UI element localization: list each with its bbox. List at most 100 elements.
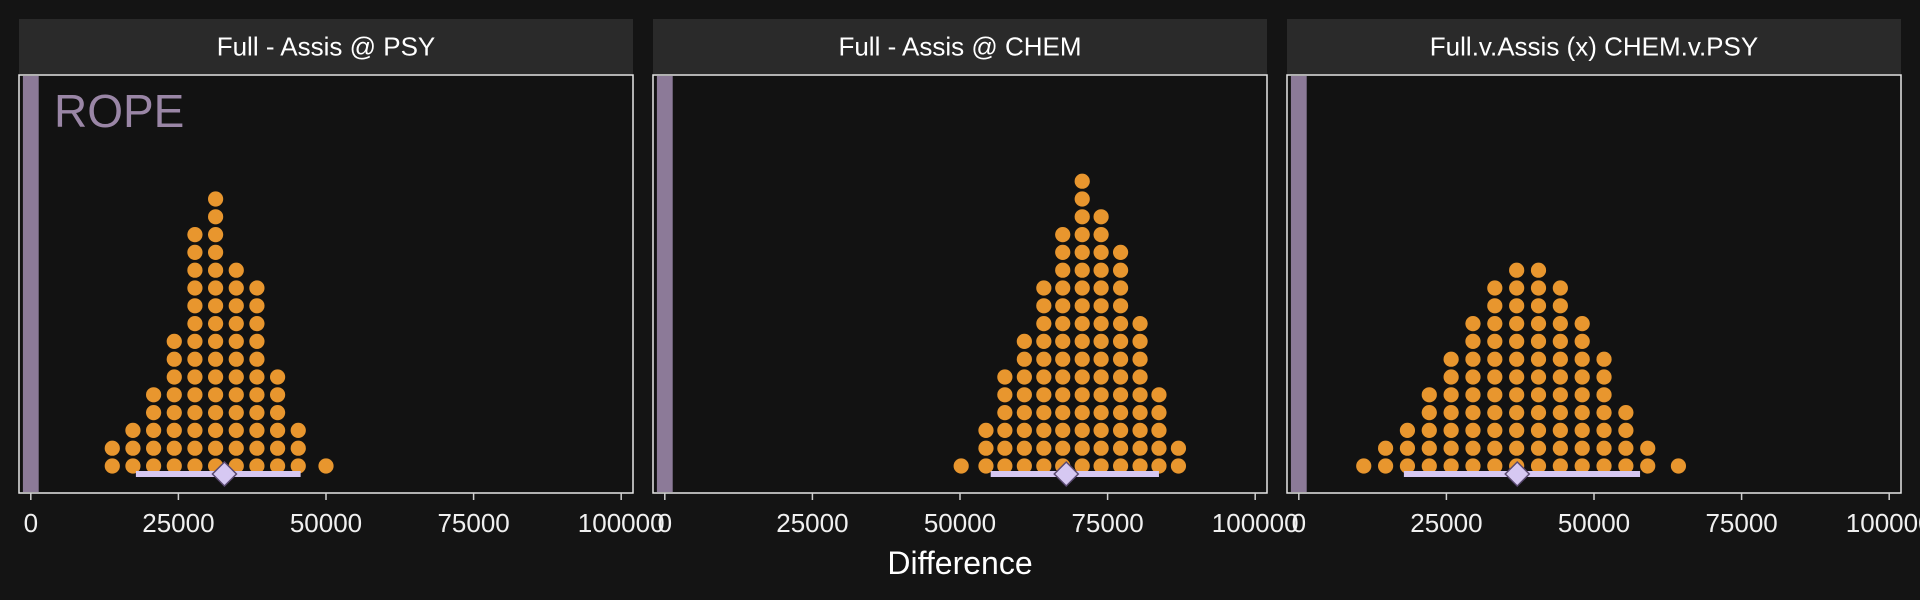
dot	[187, 316, 203, 332]
dot	[1487, 369, 1503, 385]
dot	[166, 351, 182, 367]
dot	[1509, 387, 1525, 403]
facet-strip	[1287, 19, 1901, 74]
x-tick-label: 0	[1292, 508, 1306, 538]
dot	[1036, 298, 1052, 314]
dot	[228, 440, 244, 456]
dot	[1074, 387, 1090, 403]
dot-stack-group	[104, 191, 334, 474]
dot	[207, 316, 224, 332]
dot	[1443, 387, 1459, 403]
dot	[1016, 387, 1032, 403]
dot	[1552, 298, 1568, 314]
dot	[249, 280, 265, 296]
dot	[249, 458, 265, 474]
dot	[1074, 191, 1090, 207]
dot	[187, 369, 203, 385]
dot	[1074, 333, 1090, 349]
dot	[1530, 387, 1547, 403]
dot	[187, 280, 203, 296]
dot	[1074, 440, 1090, 456]
dot	[1093, 405, 1109, 421]
dot	[1016, 351, 1032, 367]
dot	[1132, 316, 1148, 332]
dot	[166, 405, 182, 421]
dot	[1055, 405, 1071, 421]
facet-title: Full.v.Assis (x) CHEM.v.PSY	[1430, 32, 1758, 62]
dot	[146, 387, 162, 403]
dot	[1618, 422, 1634, 438]
dot	[1465, 405, 1481, 421]
dot	[207, 440, 224, 456]
dot	[1074, 227, 1090, 243]
dot	[1093, 369, 1109, 385]
dot	[1421, 422, 1437, 438]
dot	[228, 280, 244, 296]
dot-stack-group	[1356, 262, 1687, 474]
dot	[1016, 458, 1032, 474]
dot	[1421, 458, 1437, 474]
dot	[1151, 458, 1167, 474]
facet-panel-2: Full - Assis @ CHEM 0 25000 50000 75000 10000…	[652, 19, 1299, 538]
x-tick-label: 50000	[1558, 508, 1630, 538]
dot	[1530, 333, 1547, 349]
dot	[1421, 405, 1437, 421]
dot	[1074, 422, 1090, 438]
dot	[1074, 458, 1090, 474]
dot	[125, 458, 141, 474]
facet-strip	[19, 19, 633, 74]
dot	[187, 405, 203, 421]
plot-area	[652, 74, 1268, 494]
dot	[1530, 298, 1547, 314]
x-tick-label: 75000	[1705, 508, 1777, 538]
dot	[228, 387, 244, 403]
dot	[1574, 369, 1590, 385]
dot	[1574, 387, 1590, 403]
x-tick-label: 50000	[924, 508, 996, 538]
dot	[1093, 244, 1109, 260]
dot	[207, 262, 224, 278]
dot	[1465, 316, 1481, 332]
dot	[997, 458, 1013, 474]
dot	[1574, 316, 1590, 332]
dot	[228, 422, 244, 438]
dot	[1074, 316, 1090, 332]
dot	[318, 458, 334, 474]
dot	[207, 227, 224, 243]
x-tick-label: 75000	[437, 508, 509, 538]
dot	[1465, 458, 1481, 474]
dot	[1465, 422, 1481, 438]
dot	[1074, 262, 1090, 278]
facet-title: Full - Assis @ CHEM	[838, 32, 1081, 62]
dot	[269, 458, 286, 474]
dot	[1443, 458, 1459, 474]
dot	[166, 387, 182, 403]
dot	[1552, 316, 1568, 332]
dot	[1112, 351, 1129, 367]
dot	[1055, 262, 1071, 278]
dot	[1670, 458, 1687, 474]
dot	[228, 298, 244, 314]
dot	[1552, 369, 1568, 385]
dot	[1552, 280, 1568, 296]
dot	[146, 440, 162, 456]
dot	[187, 262, 203, 278]
dot	[1112, 387, 1129, 403]
x-tick-label: 100000	[578, 508, 665, 538]
dot	[1074, 369, 1090, 385]
dot	[1465, 369, 1481, 385]
dot	[1487, 298, 1503, 314]
dot	[1552, 440, 1568, 456]
dot	[1055, 333, 1071, 349]
dot	[1574, 440, 1590, 456]
dot	[1036, 440, 1052, 456]
x-tick-label: 75000	[1071, 508, 1143, 538]
dot	[249, 387, 265, 403]
dot	[1036, 369, 1052, 385]
dot	[1132, 369, 1148, 385]
dot	[290, 422, 306, 438]
dot	[1574, 405, 1590, 421]
dot	[1132, 440, 1148, 456]
dot	[1618, 458, 1634, 474]
